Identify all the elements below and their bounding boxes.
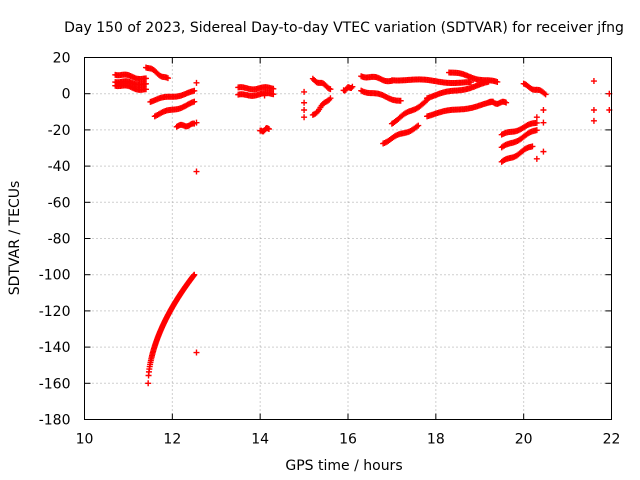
data-point [533, 114, 540, 121]
data-point [142, 80, 149, 87]
y-tick-label: -180 [39, 413, 71, 429]
data-point [541, 90, 548, 97]
data-point [193, 168, 200, 175]
data-point [301, 114, 308, 121]
data-point [164, 75, 171, 82]
data-points [112, 64, 613, 387]
grid [84, 57, 612, 420]
data-point [533, 155, 540, 162]
data-point [494, 78, 501, 85]
x-tick-labels: 10 12 14 16 18 20 22 [76, 432, 621, 448]
data-point [503, 99, 510, 106]
data-point [540, 148, 547, 155]
data-point [529, 143, 536, 150]
y-tick-label: -40 [48, 159, 71, 175]
chart-title: Day 150 of 2023, Sidereal Day-to-day VTE… [64, 20, 624, 36]
x-tick-label: 16 [339, 432, 357, 448]
plot-frame [84, 57, 612, 420]
y-tick-label: -20 [48, 123, 71, 139]
data-point [542, 91, 549, 98]
data-point [193, 79, 200, 86]
data-point [533, 119, 540, 126]
y-tick-label: -100 [39, 268, 71, 284]
y-tick-labels: 20 0 -20 -40 -60 -80 -100 -120 -140 -160 -180 [39, 51, 71, 429]
data-point [590, 117, 597, 124]
data-point [540, 106, 547, 113]
data-point [193, 119, 200, 126]
x-tick-label: 18 [427, 432, 445, 448]
data-point [270, 85, 277, 92]
data-point [301, 99, 308, 106]
y-tick-label: -80 [48, 232, 71, 248]
y-axis-label: SDTVAR / TECUs [7, 181, 23, 296]
data-point [327, 95, 334, 102]
y-tick-label: -60 [48, 195, 71, 211]
data-point [301, 88, 308, 95]
y-tick-label: 20 [53, 51, 71, 67]
data-point [191, 271, 198, 278]
data-point [348, 84, 355, 91]
data-point [142, 75, 149, 82]
data-point [261, 92, 268, 99]
data-point [301, 106, 308, 113]
data-point [191, 87, 198, 94]
x-axis-label: GPS time / hours [285, 458, 402, 474]
data-point [590, 78, 597, 85]
data-point [191, 98, 198, 105]
data-point [327, 86, 334, 93]
x-tick-label: 10 [76, 432, 94, 448]
y-tick-label: 0 [62, 87, 71, 103]
y-tick-label: -120 [39, 304, 71, 320]
data-point [349, 83, 356, 90]
data-point [145, 380, 152, 387]
x-tick-label: 22 [603, 432, 621, 448]
y-tick-label: -160 [39, 376, 71, 392]
data-point [193, 349, 200, 356]
data-point [590, 106, 597, 113]
x-tick-label: 12 [163, 432, 181, 448]
data-point [265, 126, 272, 133]
data-point [270, 91, 277, 98]
data-point [397, 97, 404, 104]
data-point [415, 122, 422, 129]
data-point [142, 86, 149, 93]
data-point [540, 119, 547, 126]
y-tick-label: -140 [39, 340, 71, 356]
data-point [533, 127, 540, 134]
x-tick-label: 20 [515, 432, 533, 448]
x-tick-label: 14 [251, 432, 269, 448]
